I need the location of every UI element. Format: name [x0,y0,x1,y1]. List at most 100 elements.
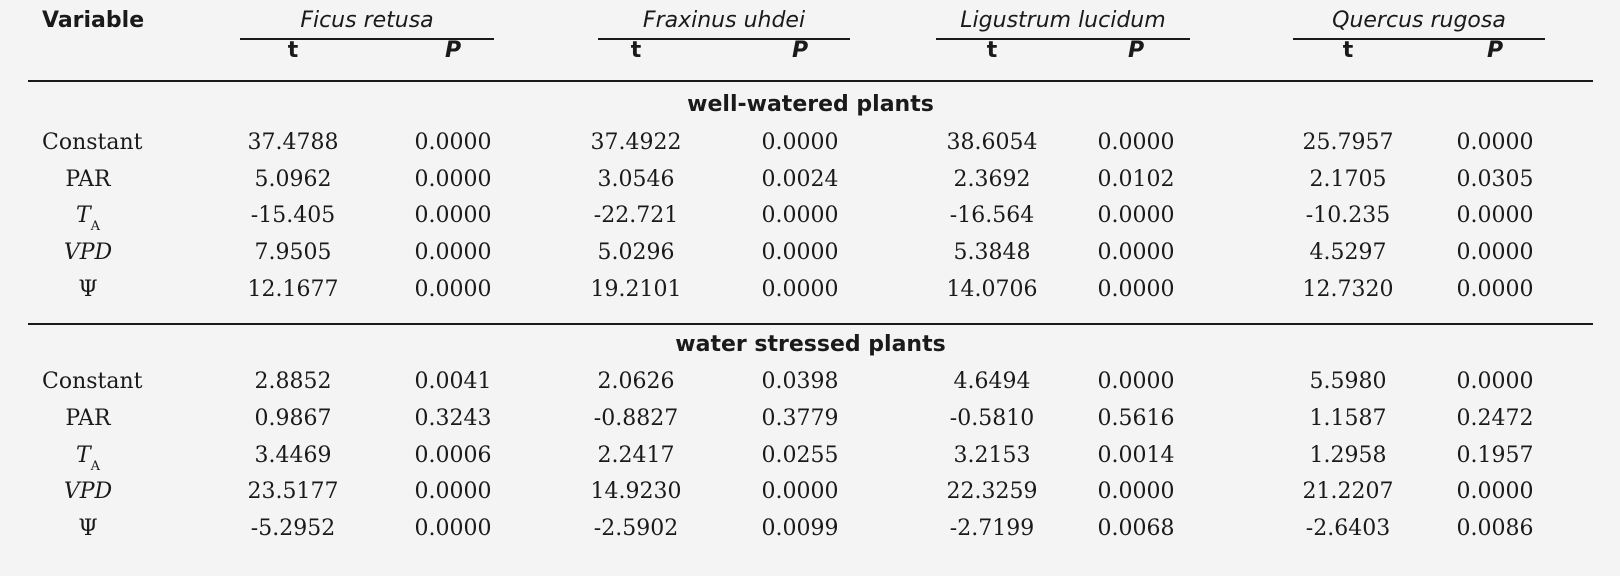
quercus-t-value: -2.6403 [1305,516,1391,541]
fraxinus-p-value: 0.0000 [761,203,839,228]
table-row: VPD 7.9505 0.0000 5.0296 0.0000 5.3848 0… [28,240,1593,270]
ficus-p-value: 0.0000 [414,277,492,302]
variable-label: Ψ [78,277,98,302]
p-header: P [1486,38,1504,63]
fraxinus-p-value: 0.0000 [761,240,839,265]
ligustrum-t-value: 22.3259 [946,479,1038,504]
p-header: P [1127,38,1145,63]
p-header: P [444,38,462,63]
quercus-t-value: 12.7320 [1302,277,1394,302]
ta-subscript: A [90,219,101,234]
quercus-p-value: 0.2472 [1456,406,1534,431]
fraxinus-p-value: 0.0398 [761,369,839,394]
section-title-text: water stressed plants [675,332,946,357]
quercus-t-value: 1.1587 [1309,406,1387,431]
ficus-t-value: 0.9867 [254,406,332,431]
variable-label: Constant [42,130,143,155]
ficus-p-value: 0.0006 [414,443,492,468]
quercus-p-value: 0.0000 [1456,203,1534,228]
quercus-t-value: 5.5980 [1309,369,1387,394]
ficus-p-value: 0.0000 [414,240,492,265]
ficus-t-value: 3.4469 [254,443,332,468]
t-header: t [287,38,299,63]
ligustrum-p-value: 0.0000 [1097,277,1175,302]
ligustrum-t-value: -16.564 [949,203,1035,228]
variable-label: VPD [63,479,113,504]
fraxinus-t-value: 2.0626 [597,369,675,394]
table-row: PAR 0.9867 0.3243 -0.8827 0.3779 -0.5810… [28,406,1593,436]
table-row: Ψ -5.2952 0.0000 -2.5902 0.0099 -2.7199 … [28,516,1593,546]
section-title-well-watered: well-watered plants [28,92,1593,122]
ligustrum-t-value: 5.3848 [953,240,1031,265]
ficus-t-value: -15.405 [250,203,336,228]
section-title-water-stressed: water stressed plants [28,332,1593,362]
quercus-p-value: 0.1957 [1456,443,1534,468]
table-row: VPD 23.5177 0.0000 14.9230 0.0000 22.325… [28,479,1593,509]
table-row: TA 3.4469 0.0006 2.2417 0.0255 3.2153 0.… [28,443,1593,474]
fraxinus-t-value: -2.5902 [593,516,679,541]
ligustrum-p-value: 0.0000 [1097,130,1175,155]
ficus-p-value: 0.3243 [414,406,492,431]
fraxinus-t-value: -0.8827 [593,406,679,431]
fraxinus-p-value: 0.0255 [761,443,839,468]
quercus-t-value: 2.1705 [1309,167,1387,192]
ligustrum-t-value: 3.2153 [953,443,1031,468]
ficus-t-value: 7.9505 [254,240,332,265]
ficus-p-value: 0.0000 [414,203,492,228]
variable-label: VPD [63,240,113,265]
variable-label-ta: TA [42,443,134,474]
quercus-t-value: 4.5297 [1309,240,1387,265]
ligustrum-p-value: 0.5616 [1097,406,1175,431]
p-header: P [791,38,809,63]
ligustrum-p-value: 0.0014 [1097,443,1175,468]
quercus-p-value: 0.0000 [1456,479,1534,504]
fraxinus-p-value: 0.3779 [761,406,839,431]
fraxinus-t-value: 2.2417 [597,443,675,468]
ficus-p-value: 0.0000 [414,130,492,155]
regression-table: Variable Ficus retusa Fraxinus uhdei Lig… [28,0,1593,576]
table-row: Ψ 12.1677 0.0000 19.2101 0.0000 14.0706 … [28,277,1593,307]
quercus-p-value: 0.0305 [1456,167,1534,192]
ligustrum-t-value: 14.0706 [946,277,1038,302]
section-title-text: well-watered plants [687,92,934,117]
quercus-p-value: 0.0086 [1456,516,1534,541]
species-header-ficus: Ficus retusa [240,8,494,40]
quercus-t-value: 21.2207 [1302,479,1394,504]
header-rule [28,80,1593,82]
ta-symbol: T [75,443,91,468]
quercus-p-value: 0.0000 [1456,277,1534,302]
variable-label: PAR [65,167,111,192]
fraxinus-p-value: 0.0099 [761,516,839,541]
ficus-t-value: 23.5177 [247,479,339,504]
table-row: Constant 37.4788 0.0000 37.4922 0.0000 3… [28,130,1593,160]
table-row: Constant 2.8852 0.0041 2.0626 0.0398 4.6… [28,369,1593,399]
ligustrum-p-value: 0.0102 [1097,167,1175,192]
ficus-p-value: 0.0000 [414,479,492,504]
variable-label: PAR [65,406,111,431]
quercus-t-value: -10.235 [1305,203,1391,228]
species-header-ligustrum: Ligustrum lucidum [936,8,1190,40]
fraxinus-t-value: -22.721 [593,203,679,228]
ligustrum-t-value: 4.6494 [953,369,1031,394]
fraxinus-p-value: 0.0000 [761,130,839,155]
ficus-t-value: 12.1677 [247,277,339,302]
ficus-t-value: -5.2952 [250,516,336,541]
variable-label-ta: TA [42,203,134,234]
ficus-p-value: 0.0000 [414,167,492,192]
ta-symbol: T [75,203,91,228]
ligustrum-p-value: 0.0000 [1097,479,1175,504]
table-header: Variable Ficus retusa Fraxinus uhdei Lig… [28,0,1593,80]
table-row: TA -15.405 0.0000 -22.721 0.0000 -16.564… [28,203,1593,234]
species-header-fraxinus: Fraxinus uhdei [598,8,850,40]
fraxinus-t-value: 14.9230 [590,479,682,504]
ta-subscript: A [90,459,101,474]
variable-label: Constant [42,369,143,394]
ficus-t-value: 2.8852 [254,369,332,394]
table-row: PAR 5.0962 0.0000 3.0546 0.0024 2.3692 0… [28,167,1593,197]
quercus-t-value: 25.7957 [1302,130,1394,155]
ligustrum-t-value: -0.5810 [949,406,1035,431]
quercus-t-value: 1.2958 [1309,443,1387,468]
fraxinus-t-value: 37.4922 [590,130,682,155]
fraxinus-p-value: 0.0000 [761,479,839,504]
ligustrum-t-value: 38.6054 [946,130,1038,155]
